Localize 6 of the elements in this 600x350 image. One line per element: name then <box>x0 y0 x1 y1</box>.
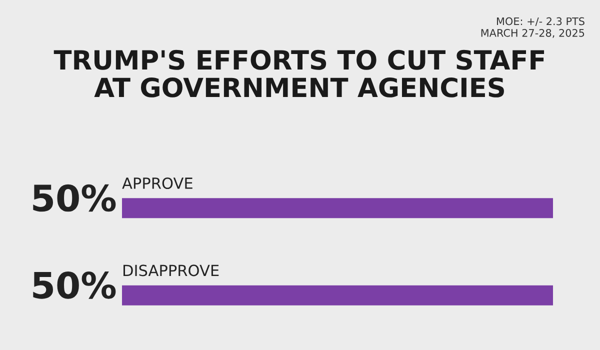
y-tick-label: DISAPPROVE <box>124 264 219 276</box>
y-tick-label: APPROVE <box>122 177 192 190</box>
data-label: 50% <box>33 184 116 212</box>
data-label: 50% <box>33 272 116 299</box>
text: MOE: +/- 2.3 PTS MARCH 27-28, 2025 <box>481 17 584 38</box>
chart-title: TRUMP'S EFFORTS TO CUT STAFF AT GOVERNMENT AGENCIES <box>54 50 544 98</box>
